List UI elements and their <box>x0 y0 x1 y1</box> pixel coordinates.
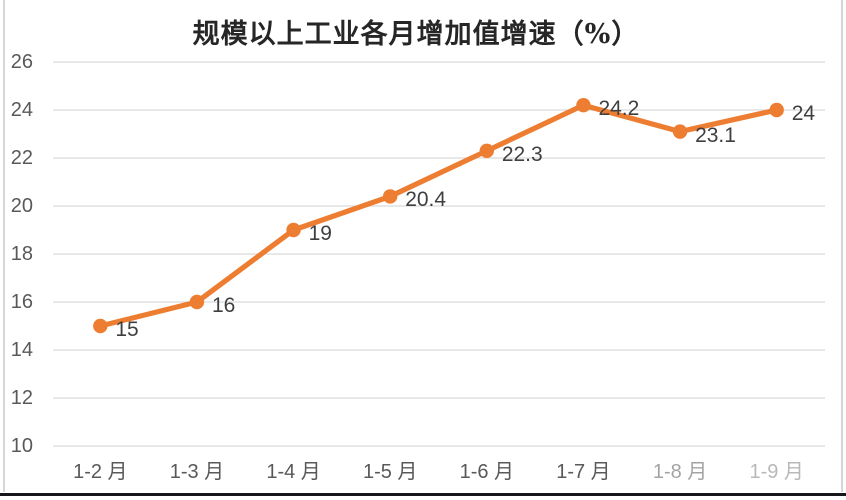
data-point-marker <box>479 143 495 158</box>
data-point-value-label: 24.2 <box>598 97 640 121</box>
x-axis-tick-label: 1-4 月 <box>266 461 321 483</box>
x-axis-tick-label: 1-9 月 <box>749 461 804 483</box>
x-axis-tick-label: 1-5 月 <box>362 461 418 483</box>
chart-title: 规模以上工业各月增加值增速（%） <box>192 19 640 50</box>
y-axis-tick-label: 22 <box>10 147 33 169</box>
chart-left-border <box>3 0 5 492</box>
data-point-value-label: 22.3 <box>501 142 543 166</box>
x-axis-tick-label: 1-6 月 <box>459 461 515 483</box>
gridlines <box>53 61 825 447</box>
data-point-value-label: 23.1 <box>695 123 736 147</box>
y-axis-tick-label: 20 <box>10 195 33 217</box>
x-axis-tick-label: 1-3 月 <box>169 461 225 483</box>
data-point-marker <box>769 102 784 118</box>
y-axis-tick-label: 10 <box>10 435 33 457</box>
data-point-marker <box>93 318 108 334</box>
data-series <box>93 98 784 334</box>
data-point-marker <box>189 294 205 310</box>
series-line <box>97 102 780 329</box>
data-point-value-label: 20.4 <box>405 188 447 212</box>
x-axis-tick-label: 1-7 月 <box>556 461 611 483</box>
x-axis-tick-label: 1-8 月 <box>652 461 708 483</box>
data-point-value-label: 16 <box>211 294 236 317</box>
y-axis-tick-label: 14 <box>10 339 33 361</box>
y-axis-tick-label: 18 <box>10 243 33 265</box>
y-axis-tick-label: 24 <box>10 99 33 121</box>
y-axis-tick-label: 16 <box>10 291 33 313</box>
data-point-marker <box>576 98 591 113</box>
chart-right-border <box>841 0 843 492</box>
data-point-value-label: 19 <box>308 222 332 245</box>
data-point-marker <box>382 189 398 204</box>
y-axis-tick-label: 12 <box>10 387 33 409</box>
window-bottom-edge <box>0 493 846 496</box>
data-point-marker <box>672 124 688 139</box>
y-axis-tick-label: 26 <box>10 51 33 73</box>
data-point-marker <box>286 222 301 238</box>
data-point-value-label: 24 <box>791 102 816 125</box>
data-point-value-label: 15 <box>115 318 139 341</box>
x-axis-tick-label: 1-2 月 <box>73 461 128 483</box>
